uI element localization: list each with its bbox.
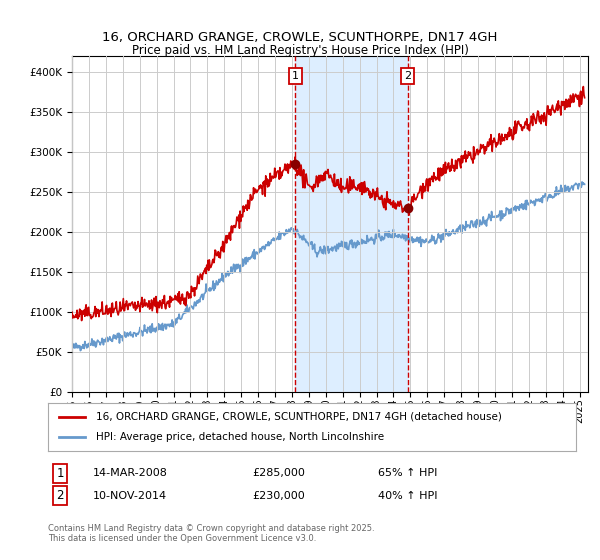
Text: £230,000: £230,000: [252, 491, 305, 501]
Text: 14-MAR-2008: 14-MAR-2008: [93, 468, 168, 478]
Text: 2: 2: [56, 489, 64, 502]
Text: 65% ↑ HPI: 65% ↑ HPI: [378, 468, 437, 478]
Bar: [295, 56, 408, 392]
Text: 16, ORCHARD GRANGE, CROWLE, SCUNTHORPE, DN17 4GH: 16, ORCHARD GRANGE, CROWLE, SCUNTHORPE, …: [103, 31, 497, 44]
Text: Contains HM Land Registry data © Crown copyright and database right 2025.
This d: Contains HM Land Registry data © Crown c…: [48, 524, 374, 543]
Text: 40% ↑ HPI: 40% ↑ HPI: [378, 491, 437, 501]
Text: Price paid vs. HM Land Registry's House Price Index (HPI): Price paid vs. HM Land Registry's House …: [131, 44, 469, 57]
Text: HPI: Average price, detached house, North Lincolnshire: HPI: Average price, detached house, Nort…: [95, 432, 383, 442]
Text: 10-NOV-2014: 10-NOV-2014: [93, 491, 167, 501]
Text: 2: 2: [404, 71, 412, 81]
Text: 1: 1: [56, 466, 64, 480]
Text: 16, ORCHARD GRANGE, CROWLE, SCUNTHORPE, DN17 4GH (detached house): 16, ORCHARD GRANGE, CROWLE, SCUNTHORPE, …: [95, 412, 502, 422]
Text: 1: 1: [292, 71, 299, 81]
Text: £285,000: £285,000: [252, 468, 305, 478]
